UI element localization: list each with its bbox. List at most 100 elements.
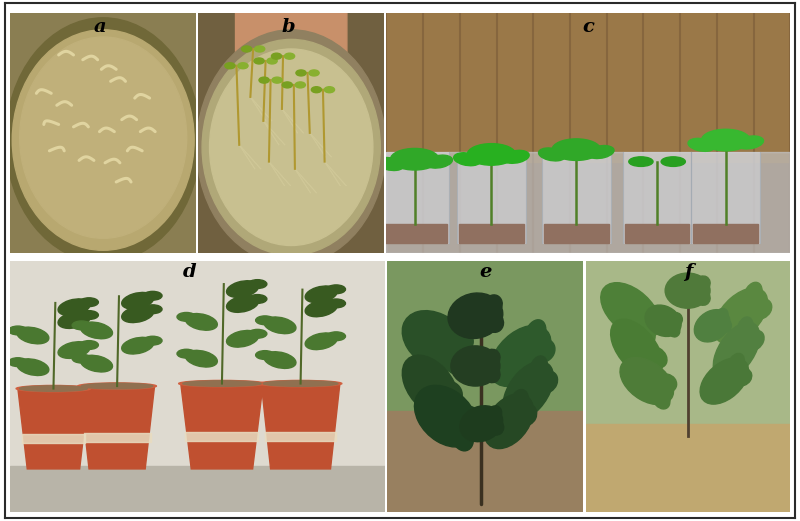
Ellipse shape [58, 312, 90, 328]
Bar [459, 224, 524, 243]
Ellipse shape [601, 283, 660, 339]
Ellipse shape [645, 305, 681, 337]
Ellipse shape [467, 144, 516, 165]
Ellipse shape [58, 299, 90, 316]
Bar [10, 466, 385, 512]
Bar [457, 152, 526, 243]
Ellipse shape [716, 308, 728, 323]
Ellipse shape [12, 30, 194, 250]
Ellipse shape [665, 273, 710, 308]
Ellipse shape [186, 350, 218, 367]
Bar [380, 152, 449, 243]
Ellipse shape [72, 321, 91, 330]
Ellipse shape [20, 386, 87, 391]
Bar [625, 224, 690, 243]
Ellipse shape [254, 58, 264, 64]
Ellipse shape [746, 330, 764, 351]
Ellipse shape [285, 53, 294, 59]
Ellipse shape [714, 322, 760, 379]
Ellipse shape [248, 280, 267, 289]
Ellipse shape [80, 298, 98, 306]
Ellipse shape [256, 316, 274, 325]
Ellipse shape [263, 381, 338, 386]
Ellipse shape [448, 293, 502, 339]
Ellipse shape [17, 327, 49, 344]
Ellipse shape [646, 347, 667, 368]
Ellipse shape [652, 388, 670, 409]
Ellipse shape [538, 148, 566, 161]
Polygon shape [262, 383, 340, 469]
Text: e: e [479, 263, 492, 281]
Ellipse shape [326, 299, 346, 308]
Text: d: d [182, 263, 197, 281]
Bar [83, 433, 150, 442]
Ellipse shape [458, 406, 481, 431]
Ellipse shape [9, 326, 27, 335]
Bar [691, 152, 760, 243]
Ellipse shape [451, 424, 474, 451]
Ellipse shape [670, 313, 682, 326]
Ellipse shape [78, 383, 157, 389]
Ellipse shape [718, 319, 731, 332]
Ellipse shape [186, 314, 218, 330]
Ellipse shape [532, 339, 555, 362]
Ellipse shape [242, 46, 252, 52]
Ellipse shape [259, 380, 342, 387]
Polygon shape [80, 386, 154, 469]
Ellipse shape [751, 299, 772, 319]
Ellipse shape [744, 282, 762, 306]
Bar [386, 13, 790, 162]
Ellipse shape [490, 326, 551, 387]
Ellipse shape [390, 148, 439, 170]
Ellipse shape [443, 348, 466, 375]
Ellipse shape [620, 357, 674, 404]
Ellipse shape [587, 145, 614, 158]
Ellipse shape [177, 313, 196, 321]
Ellipse shape [296, 70, 306, 76]
Ellipse shape [143, 336, 162, 345]
Ellipse shape [538, 371, 558, 393]
Ellipse shape [661, 157, 686, 166]
Ellipse shape [80, 311, 98, 319]
Ellipse shape [9, 358, 27, 367]
Bar [265, 432, 336, 441]
Ellipse shape [122, 337, 154, 354]
Ellipse shape [552, 139, 601, 160]
Bar [544, 224, 609, 243]
Ellipse shape [402, 311, 470, 371]
Ellipse shape [503, 362, 554, 421]
Ellipse shape [629, 157, 653, 166]
Ellipse shape [197, 30, 386, 265]
Ellipse shape [460, 406, 502, 442]
Ellipse shape [502, 151, 529, 163]
Ellipse shape [414, 386, 478, 447]
Text: f: f [684, 263, 692, 281]
Ellipse shape [635, 320, 655, 344]
Ellipse shape [226, 330, 258, 347]
Bar [382, 224, 447, 243]
Ellipse shape [264, 352, 296, 368]
Ellipse shape [426, 155, 453, 168]
Ellipse shape [259, 77, 270, 83]
Ellipse shape [282, 82, 293, 88]
Ellipse shape [305, 286, 337, 303]
Bar [186, 432, 258, 441]
Ellipse shape [58, 342, 90, 358]
Text: b: b [281, 18, 295, 36]
Bar [386, 152, 790, 253]
Ellipse shape [402, 355, 458, 417]
Ellipse shape [702, 129, 750, 151]
Ellipse shape [122, 306, 154, 322]
Ellipse shape [6, 18, 201, 262]
Ellipse shape [734, 368, 752, 386]
Ellipse shape [177, 349, 196, 358]
Ellipse shape [210, 49, 373, 245]
Ellipse shape [311, 86, 322, 93]
FancyBboxPatch shape [235, 0, 347, 68]
Ellipse shape [483, 349, 500, 368]
Bar [622, 152, 691, 243]
Bar [694, 224, 758, 243]
Ellipse shape [324, 86, 334, 93]
Ellipse shape [16, 386, 91, 392]
Text: c: c [582, 18, 594, 36]
